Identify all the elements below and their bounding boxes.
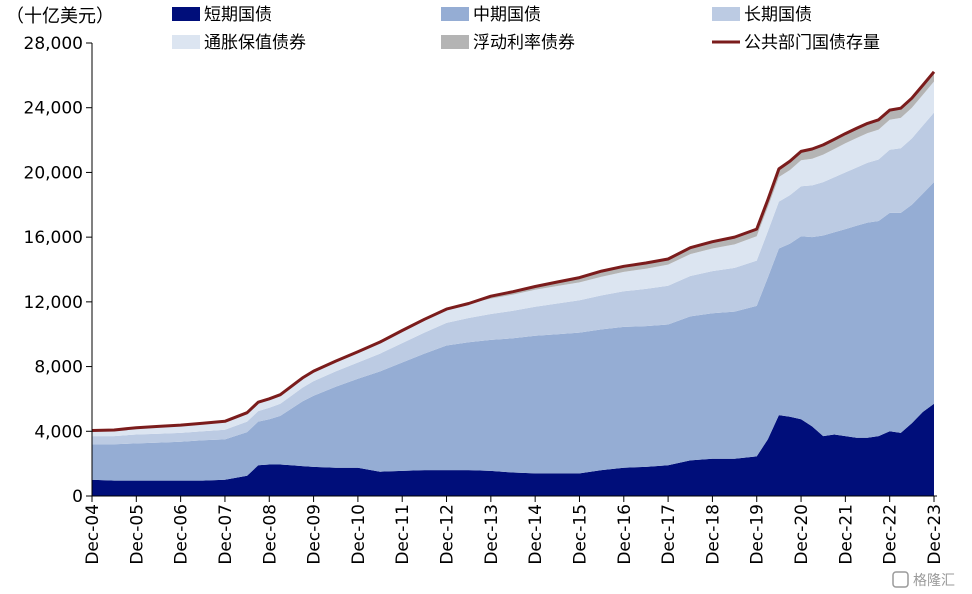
legend-label: 长期国债 — [744, 5, 812, 25]
y-ticks: 0 4,000 8,000 12,000 16,000 20,000 24,000 28,00… — [24, 34, 92, 507]
x-tick-label: Dec-21 — [836, 504, 856, 565]
legend-label: 浮动利率债券 — [473, 33, 575, 53]
legend-label: 公共部门国债存量 — [744, 33, 880, 53]
y-tick-label: 8,000 — [34, 358, 83, 378]
watermark: 格隆汇 — [892, 571, 955, 589]
y-tick-label: 12,000 — [24, 293, 83, 313]
legend-swatch — [712, 7, 740, 21]
stacked-areas — [92, 71, 934, 496]
legend-label: 短期国债 — [204, 5, 272, 25]
y-tick-label: 20,000 — [24, 163, 83, 183]
legend-swatch — [172, 35, 200, 49]
y-tick-label: 24,000 — [24, 99, 83, 119]
legend-label: 通胀保值债券 — [204, 33, 306, 53]
total-debt-line — [91, 70, 936, 432]
x-tick-label: Dec-11 — [393, 504, 413, 565]
x-tick-label: Dec-16 — [615, 504, 635, 565]
x-tick-label: Dec-05 — [127, 504, 147, 565]
x-tick-label: Dec-19 — [748, 504, 768, 565]
x-tick-label: Dec-15 — [570, 504, 590, 565]
x-tick-label: Dec-22 — [881, 504, 901, 565]
x-tick-label: Dec-13 — [482, 504, 502, 565]
x-tick-label: Dec-09 — [305, 504, 325, 565]
x-tick-label: Dec-10 — [349, 504, 369, 565]
x-tick-label: Dec-23 — [925, 504, 945, 565]
area-series-2 — [92, 182, 934, 481]
legend-swatch — [172, 7, 200, 21]
y-tick-label: 16,000 — [24, 228, 83, 248]
x-tick-label: Dec-08 — [260, 504, 280, 565]
x-ticks: Dec-04 Dec-05 Dec-06 Dec-07 Dec-08 Dec-09 Dec-… — [83, 496, 945, 565]
x-tick-label: Dec-20 — [792, 504, 812, 565]
watermark-logo-icon — [892, 571, 909, 588]
y-tick-label: 0 — [72, 487, 83, 507]
watermark-text: 格隆汇 — [913, 573, 955, 589]
x-tick-label: Dec-18 — [703, 504, 723, 565]
x-tick-label: Dec-04 — [83, 504, 103, 565]
x-tick-label: Dec-07 — [216, 504, 236, 565]
x-tick-label: Dec-06 — [172, 504, 192, 565]
legend-swatch — [441, 7, 469, 21]
legend-swatch — [441, 35, 469, 49]
area-series-1 — [92, 403, 934, 496]
total-line-layer — [91, 70, 936, 432]
y-tick-label: 4,000 — [34, 422, 83, 442]
legend-label: 中期国债 — [473, 5, 541, 25]
unit-label: （十亿美元） — [6, 6, 114, 27]
x-tick-label: Dec-14 — [526, 504, 546, 565]
x-tick-label: Dec-12 — [438, 504, 458, 565]
axes — [91, 43, 937, 497]
y-tick-label: 28,000 — [24, 34, 83, 54]
area-series-3 — [92, 112, 934, 445]
x-tick-label: Dec-17 — [659, 504, 679, 565]
